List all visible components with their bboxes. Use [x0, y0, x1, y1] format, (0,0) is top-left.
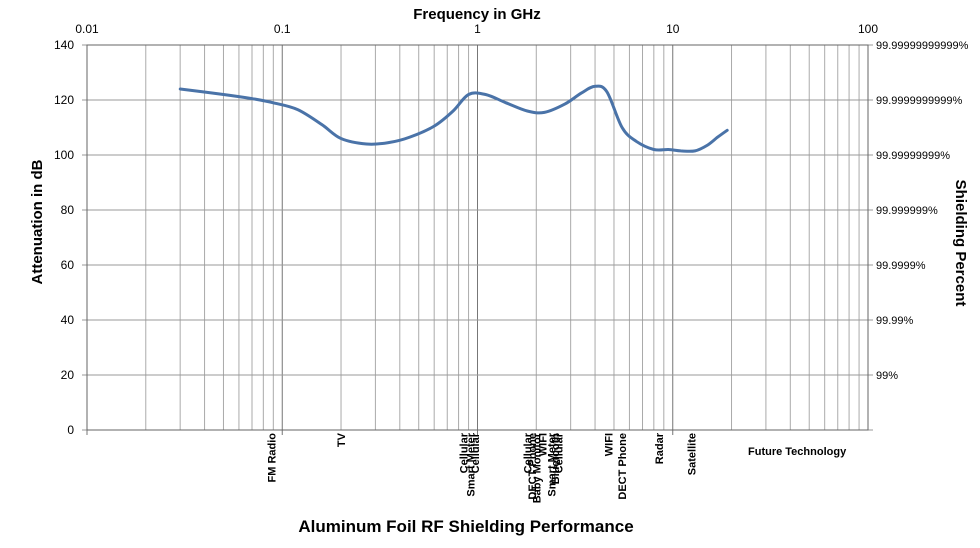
y-axis-title: Attenuation in dB	[29, 159, 46, 284]
attenuation-series-line	[178, 84, 729, 153]
application-label: DECT Phone	[617, 433, 629, 500]
y-tick-label: 40	[61, 313, 75, 327]
application-label: WIFI	[604, 433, 616, 456]
y-tick-label: 60	[61, 258, 75, 272]
y-tick-label: 0	[67, 423, 74, 437]
x-tick-label: 10	[666, 22, 680, 36]
y2-axis-title: Shielding Percent	[952, 180, 969, 307]
x-tick-label: 0.1	[274, 22, 291, 36]
application-label: Radar	[654, 432, 666, 464]
x-axis-title: Frequency in GHz	[413, 6, 541, 23]
x-tick-label: 0.01	[75, 22, 99, 36]
y2-tick-label: 99.9999%	[876, 260, 926, 272]
application-label: Bluetooth	[550, 433, 562, 485]
application-label: FM Radio	[266, 433, 278, 483]
application-label: TV	[336, 432, 348, 447]
chart-title: Aluminum Foil RF Shielding Performance	[298, 517, 633, 536]
series-layer	[178, 84, 729, 153]
y-tick-label: 100	[54, 148, 74, 162]
application-label: Cellular	[522, 432, 534, 473]
application-label: WIFI	[537, 433, 549, 456]
tick-labels: 0.01 0.1 1 10 100 0 20 40 60 80 100 120 140 99% 99.99%…	[54, 22, 969, 437]
y2-tick-label: 99.99999999999%	[876, 40, 969, 52]
y2-tick-label: 99%	[876, 370, 898, 382]
y2-tick-label: 99.9999999999%	[876, 95, 962, 107]
y-tick-label: 140	[54, 38, 74, 52]
application-label: Baby Monitor	[531, 432, 543, 503]
y-tick-label: 20	[61, 368, 75, 382]
application-label: DECT Phone	[527, 433, 539, 500]
application-label: Cellular	[470, 432, 482, 473]
x-tick-label: 1	[474, 22, 481, 36]
grid-lines	[82, 44, 873, 435]
application-label: Satellite	[687, 433, 699, 475]
future-technology-label: Future Technology	[748, 446, 847, 458]
plot-frame	[86, 44, 869, 431]
x-tick-label: 100	[858, 22, 878, 36]
application-label: Smart Meter	[465, 432, 477, 496]
y2-tick-label: 99.999999%	[876, 205, 938, 217]
y2-tick-label: 99.99999999%	[876, 150, 950, 162]
y-tick-label: 120	[54, 93, 74, 107]
y2-tick-label: 99.99%	[876, 315, 914, 327]
application-label: Cellular	[554, 432, 566, 473]
application-label: Cellular	[459, 432, 471, 473]
application-label: Smart Meter	[547, 432, 559, 496]
y-tick-label: 80	[61, 203, 75, 217]
